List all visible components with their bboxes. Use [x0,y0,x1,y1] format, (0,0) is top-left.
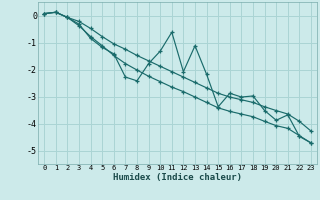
X-axis label: Humidex (Indice chaleur): Humidex (Indice chaleur) [113,173,242,182]
